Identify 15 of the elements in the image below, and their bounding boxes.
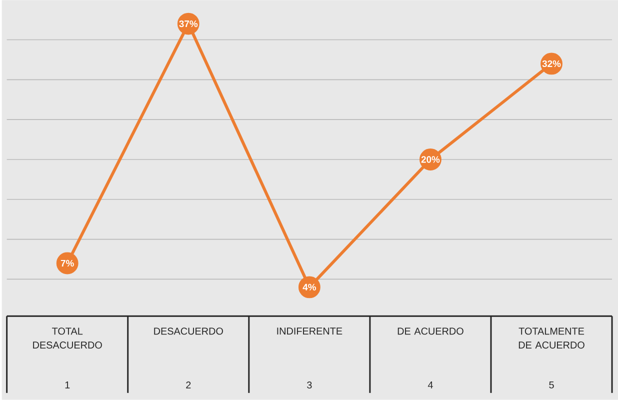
data-label: 4%	[302, 284, 316, 291]
x-tick-label: 2	[186, 382, 191, 388]
text: TOTALMENTE DE ACUERDO	[518, 328, 584, 349]
text: DESACUERDO	[154, 328, 223, 335]
data-label: 7%	[60, 260, 74, 267]
x-tick-label: 5	[549, 382, 554, 388]
text: TOTAL DESACUERDO	[33, 328, 102, 349]
text: INDIFERENTE	[277, 328, 342, 335]
x-tick-label: 1	[65, 382, 70, 388]
x-tick-label: 3	[307, 382, 312, 389]
x-tick-label: 4	[428, 382, 433, 388]
data-label: 32%	[542, 60, 561, 68]
data-label: 20%	[421, 156, 440, 163]
data-label: 37%	[179, 20, 198, 28]
text: DE ACUERDO	[398, 328, 464, 335]
